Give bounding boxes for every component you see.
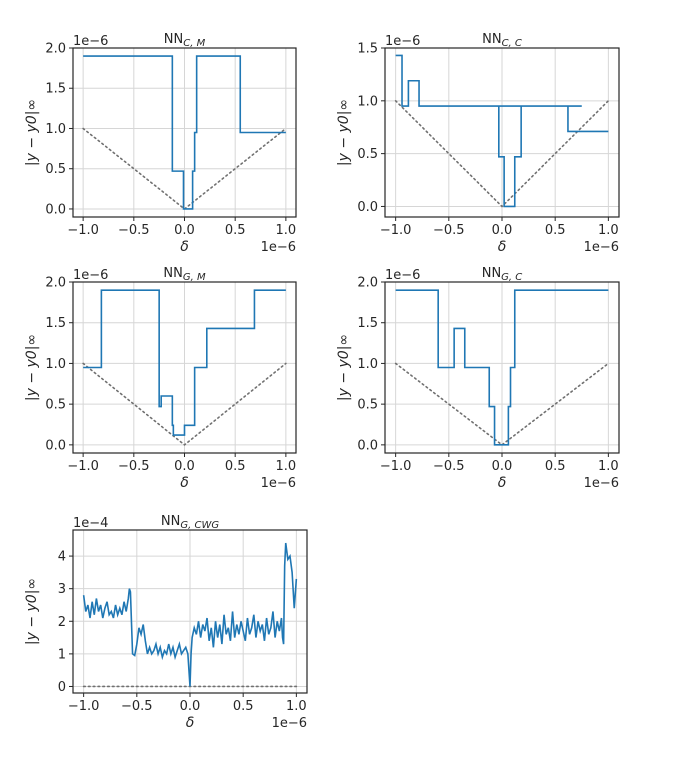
series-line xyxy=(395,289,609,446)
reference-line xyxy=(82,362,287,446)
x-offset-label: 1e−6 xyxy=(584,240,619,255)
y-tick-label: 0.5 xyxy=(45,398,66,413)
chart-title-subscript: G, CWG xyxy=(180,520,219,531)
x-tick-label: 1.0 xyxy=(598,459,619,474)
x-tick-label: 0.5 xyxy=(225,459,246,474)
x-tick-label: 1.0 xyxy=(598,223,619,238)
y-tick-label: 0.5 xyxy=(45,162,66,177)
y-axis-label: |y − y0|∞ xyxy=(336,334,352,401)
chart-title-base: NN xyxy=(482,266,501,281)
y-axis-label: |y − y0|∞ xyxy=(336,99,352,166)
chart-title-subscript: G, M xyxy=(183,272,206,283)
series-line xyxy=(83,289,286,436)
y-tick-label: 2 xyxy=(58,615,66,630)
y-tick-label: 0.0 xyxy=(45,438,66,453)
y-tick-label: 0.0 xyxy=(357,200,378,215)
chart-title: NNG, C xyxy=(482,266,523,283)
x-offset-label: 1e−6 xyxy=(584,476,619,491)
chart-title-subscript: G, C xyxy=(501,272,522,283)
y-tick-label: 4 xyxy=(58,550,66,565)
y-tick-label: 2.0 xyxy=(357,276,378,291)
y-axis-label: |y − y0|∞ xyxy=(24,578,40,645)
y-tick-label: 1.0 xyxy=(45,357,66,372)
chart-nn-g-m: −1.0 −0.5 0.0 0.5 1.0 0.0 0.5 1.0 1.5 2.0 1e−6 1e−6… xyxy=(24,266,297,491)
x-tick-label: 0.0 xyxy=(174,223,195,238)
y-tick-label: 1.5 xyxy=(45,316,66,331)
series-line xyxy=(82,542,298,687)
y-tick-label: 0.0 xyxy=(357,438,378,453)
y-tick-label: 0.5 xyxy=(357,398,378,413)
chart-title-subscript: C, C xyxy=(502,38,522,49)
y-tick-label: 1.0 xyxy=(357,357,378,372)
chart-title-subscript: C, M xyxy=(183,38,205,49)
x-tick-label: −0.5 xyxy=(121,699,153,714)
x-tick-label: −1.0 xyxy=(68,699,100,714)
series-line xyxy=(395,54,609,208)
chart-title-base: NN xyxy=(164,32,183,47)
y-axis-label: |y − y0|∞ xyxy=(24,99,40,166)
y-tick-label: 3 xyxy=(58,582,66,597)
x-tick-label: −0.5 xyxy=(433,223,465,238)
y-offset-label: 1e−6 xyxy=(385,268,420,283)
reference-line xyxy=(394,100,610,208)
series-line xyxy=(83,55,286,210)
x-axis-label: δ xyxy=(498,475,507,491)
x-axis-label: δ xyxy=(180,475,189,491)
y-tick-label: 1.0 xyxy=(45,122,66,137)
x-tick-label: −1.0 xyxy=(380,223,412,238)
x-tick-label: 0.5 xyxy=(225,223,246,238)
x-tick-label: 0.5 xyxy=(545,459,566,474)
chart-title: NNG, M xyxy=(163,266,206,283)
chart-nn-g-c: −1.0 −0.5 0.0 0.5 1.0 0.0 0.5 1.0 1.5 2.0 1e−6 1e−6… xyxy=(336,266,620,491)
x-tick-label: 0.0 xyxy=(180,699,201,714)
y-tick-label: 0 xyxy=(58,680,66,695)
x-tick-label: 1.0 xyxy=(276,223,297,238)
y-tick-label: 0.0 xyxy=(45,202,66,217)
chart-nn-c-c: −1.0 −0.5 0.0 0.5 1.0 0.0 0.5 1.0 1.5 1e−6 1e−6 NNC… xyxy=(336,32,620,255)
chart-title: NNC, C xyxy=(482,32,522,49)
x-tick-label: 1.0 xyxy=(286,699,307,714)
y-tick-label: 2.0 xyxy=(45,42,66,57)
chart-title-base: NN xyxy=(482,32,501,47)
x-offset-label: 1e−6 xyxy=(261,476,296,491)
x-offset-label: 1e−6 xyxy=(272,716,307,731)
y-tick-label: 1.5 xyxy=(45,82,66,97)
chart-title: NNG, CWG xyxy=(161,514,219,531)
x-tick-label: −1.0 xyxy=(67,223,99,238)
y-tick-label: 1.5 xyxy=(357,42,378,57)
chart-title: NNC, M xyxy=(164,32,206,49)
x-tick-label: −1.0 xyxy=(67,459,99,474)
x-tick-label: 0.0 xyxy=(174,459,195,474)
x-tick-label: −1.0 xyxy=(380,459,412,474)
chart-nn-c-m: −1.0 −0.5 0.0 0.5 1.0 0.0 0.5 1.0 1.5 2.0 1e−6 1e−6… xyxy=(24,32,297,255)
x-axis-label: δ xyxy=(498,239,507,255)
y-axis-label: |y − y0|∞ xyxy=(24,334,40,401)
x-tick-label: 0.0 xyxy=(492,459,513,474)
y-tick-label: 1.0 xyxy=(357,94,378,109)
y-tick-label: 1.5 xyxy=(357,316,378,331)
x-tick-label: 0.5 xyxy=(545,223,566,238)
x-tick-label: 1.0 xyxy=(276,459,297,474)
y-tick-label: 0.5 xyxy=(357,147,378,162)
y-tick-label: 1 xyxy=(58,647,66,662)
x-tick-label: −0.5 xyxy=(118,459,150,474)
x-tick-label: 0.0 xyxy=(492,223,513,238)
chart-title-base: NN xyxy=(163,266,182,281)
x-axis-label: δ xyxy=(180,239,189,255)
y-tick-label: 2.0 xyxy=(45,276,66,291)
chart-title-base: NN xyxy=(161,514,180,529)
x-axis-label: δ xyxy=(186,715,195,731)
y-offset-label: 1e−4 xyxy=(73,516,108,531)
chart-nn-g-cwg: −1.0 −0.5 0.0 0.5 1.0 0 1 2 3 4 1e−4 1e−6 NNG, CWG δ |… xyxy=(24,514,308,731)
y-offset-label: 1e−6 xyxy=(73,268,108,283)
x-tick-label: −0.5 xyxy=(118,223,150,238)
y-offset-label: 1e−6 xyxy=(73,34,108,49)
x-tick-label: 0.5 xyxy=(233,699,254,714)
x-offset-label: 1e−6 xyxy=(261,240,296,255)
y-offset-label: 1e−6 xyxy=(385,34,420,49)
x-tick-label: −0.5 xyxy=(433,459,465,474)
